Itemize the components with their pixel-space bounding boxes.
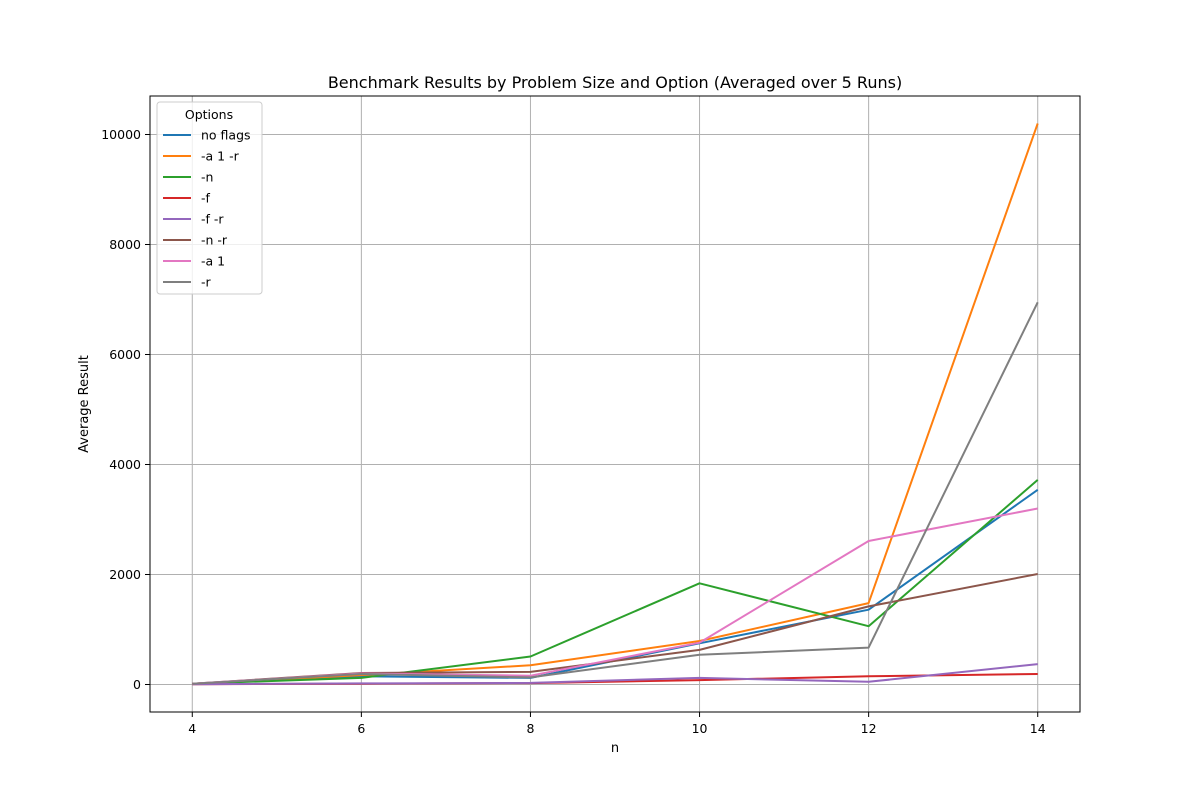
y-tick-label: 2000 [109,567,141,582]
plot-frame [149,95,1081,713]
legend-label: -n [201,170,213,185]
y-axis-label: Average Result [77,355,92,453]
x-tick-label: 14 [1030,721,1046,736]
legend: Options no flags -a 1 -r -n -f -f -r -n -r -a … [156,101,263,295]
series-line-r [192,301,1039,685]
x-axis-label: n [611,741,619,756]
chart-title: Benchmark Results by Problem Size and Op… [328,73,902,92]
legend-title: Options [185,107,233,122]
legend-label: -r [201,275,212,290]
y-tick-label: 10000 [101,127,141,142]
x-tick-label: 10 [692,721,708,736]
series-line-f-r [192,663,1038,686]
legend-items: no flags -a 1 -r -n -f -f -r -n -r -a 1 -r [163,128,251,290]
y-tick-label: 0 [133,677,141,692]
legend-label: -f -r [201,212,224,227]
grid [150,96,1080,712]
y-tick-label: 4000 [109,457,141,472]
series-lines [192,123,1039,686]
y-tick-label: 8000 [109,237,141,252]
legend-label: -f [201,191,211,206]
x-tick-label: 4 [188,721,196,736]
legend-label: -n -r [201,233,228,248]
x-tick-label: 6 [357,721,365,736]
legend-label: no flags [201,128,251,143]
y-axis: 0 2000 4000 6000 8000 10000 [101,127,150,692]
legend-label: -a 1 -r [201,149,240,164]
legend-label: -a 1 [201,254,225,269]
x-axis: 4 6 8 10 12 14 [188,712,1046,736]
y-tick-label: 6000 [109,347,141,362]
x-tick-label: 8 [526,721,534,736]
x-tick-label: 12 [861,721,877,736]
legend-box [156,101,263,295]
